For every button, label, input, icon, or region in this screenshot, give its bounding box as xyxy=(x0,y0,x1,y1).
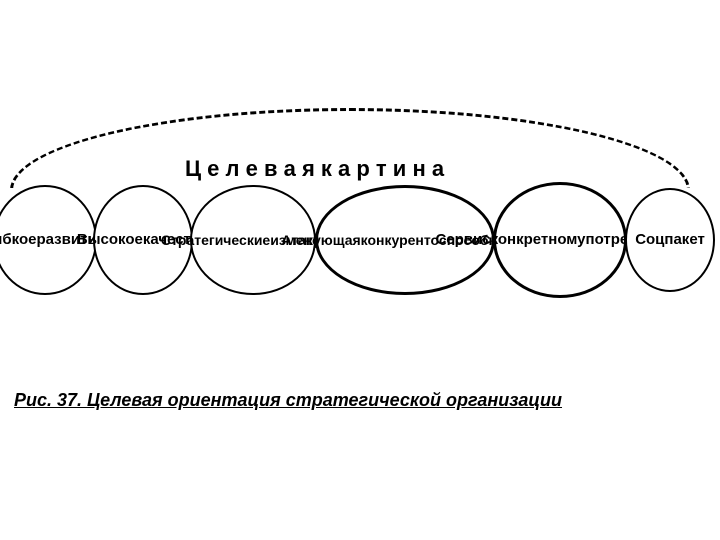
goal-circle-label: Сервисконкретномупотребителю xyxy=(493,182,627,298)
diagram-title: Ц е л е в а я к а р т и н а xyxy=(185,156,444,182)
goal-circle-label: Соцпакет xyxy=(625,188,715,292)
figure-caption: Рис. 37. Целевая ориентация стратегическ… xyxy=(14,390,562,411)
diagram-canvas: Ц е л е в а я к а р т и н а Гибкоеразвит… xyxy=(0,0,720,540)
